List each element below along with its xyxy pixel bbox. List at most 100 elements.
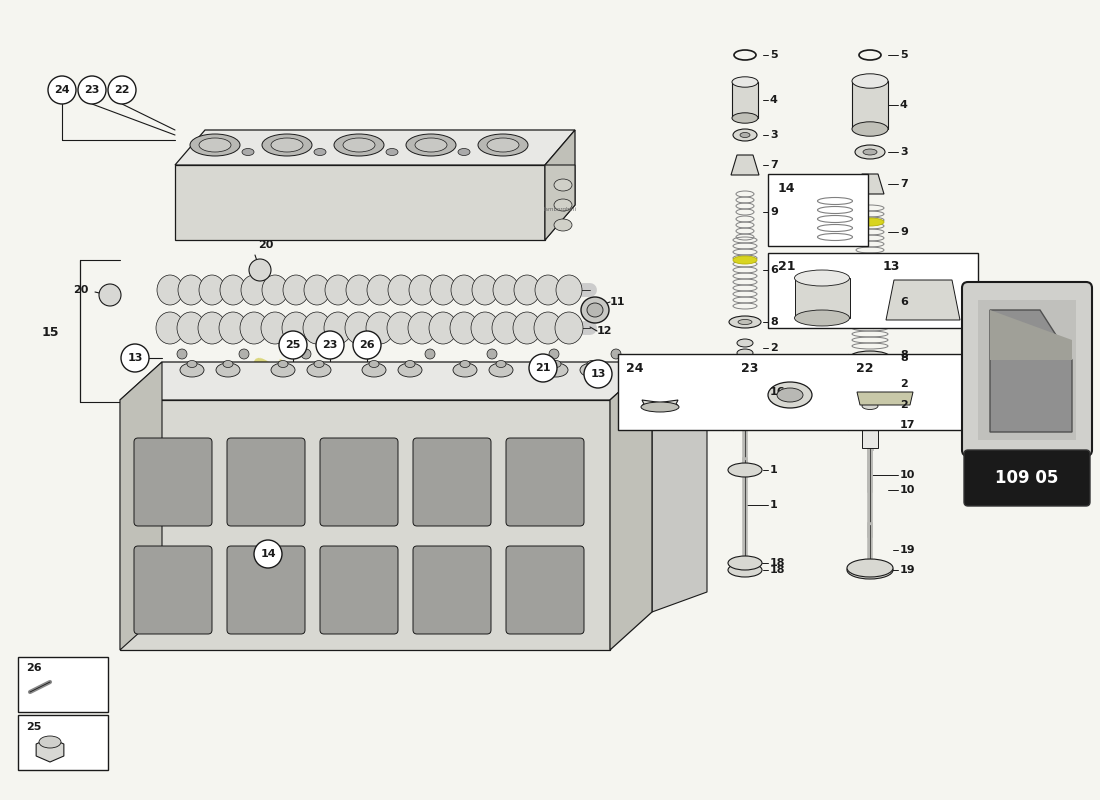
Ellipse shape	[732, 113, 758, 123]
Ellipse shape	[241, 275, 267, 305]
Ellipse shape	[544, 363, 568, 377]
FancyBboxPatch shape	[412, 546, 491, 634]
Ellipse shape	[334, 134, 384, 156]
Text: 8: 8	[770, 317, 778, 327]
Text: lamborghini: lamborghini	[543, 207, 576, 213]
Ellipse shape	[862, 402, 878, 410]
Text: 4: 4	[770, 95, 778, 105]
Text: 2: 2	[770, 343, 778, 353]
Text: 7: 7	[770, 160, 778, 170]
Ellipse shape	[199, 275, 226, 305]
Ellipse shape	[514, 275, 540, 305]
Circle shape	[487, 349, 497, 359]
Ellipse shape	[271, 138, 303, 152]
Text: 10: 10	[900, 485, 915, 495]
Polygon shape	[886, 280, 960, 320]
FancyBboxPatch shape	[320, 546, 398, 634]
Text: 5: 5	[770, 50, 778, 60]
Ellipse shape	[261, 312, 289, 344]
Circle shape	[301, 349, 311, 359]
Text: 10: 10	[900, 470, 915, 480]
Polygon shape	[857, 392, 913, 405]
Ellipse shape	[187, 361, 197, 367]
Ellipse shape	[199, 138, 231, 152]
Ellipse shape	[451, 275, 477, 305]
Ellipse shape	[556, 275, 582, 305]
Ellipse shape	[535, 275, 561, 305]
Text: since 1985: since 1985	[244, 348, 456, 472]
Bar	[18, 657, 108, 712]
Circle shape	[177, 349, 187, 359]
Circle shape	[353, 331, 381, 359]
Ellipse shape	[271, 363, 295, 377]
Ellipse shape	[490, 363, 513, 377]
Circle shape	[99, 284, 121, 306]
Circle shape	[610, 349, 621, 359]
Ellipse shape	[493, 275, 519, 305]
Ellipse shape	[794, 310, 849, 326]
Ellipse shape	[368, 361, 379, 367]
Ellipse shape	[324, 312, 352, 344]
Ellipse shape	[398, 363, 422, 377]
Ellipse shape	[472, 275, 498, 305]
Ellipse shape	[240, 312, 268, 344]
Text: 109 05: 109 05	[996, 469, 1058, 487]
Text: 19: 19	[900, 565, 915, 575]
Ellipse shape	[862, 385, 878, 393]
Circle shape	[584, 360, 612, 388]
Text: 6: 6	[770, 265, 778, 275]
Polygon shape	[990, 310, 1072, 432]
Ellipse shape	[453, 363, 477, 377]
Ellipse shape	[587, 361, 597, 367]
Ellipse shape	[471, 312, 499, 344]
FancyBboxPatch shape	[134, 546, 212, 634]
Ellipse shape	[262, 134, 312, 156]
Ellipse shape	[513, 312, 541, 344]
Ellipse shape	[534, 312, 562, 344]
FancyBboxPatch shape	[134, 438, 212, 526]
Ellipse shape	[460, 361, 470, 367]
Ellipse shape	[386, 149, 398, 155]
Ellipse shape	[314, 361, 324, 367]
Ellipse shape	[387, 312, 415, 344]
Ellipse shape	[314, 149, 326, 155]
Text: 8: 8	[900, 353, 908, 363]
FancyBboxPatch shape	[227, 438, 305, 526]
Text: 22: 22	[856, 362, 873, 374]
Polygon shape	[120, 400, 611, 650]
FancyBboxPatch shape	[506, 546, 584, 634]
Ellipse shape	[862, 375, 878, 383]
Text: 5: 5	[900, 50, 908, 60]
Ellipse shape	[728, 556, 762, 570]
Text: 18: 18	[770, 558, 785, 568]
Ellipse shape	[487, 138, 519, 152]
Ellipse shape	[478, 134, 528, 156]
Ellipse shape	[366, 312, 394, 344]
FancyBboxPatch shape	[320, 438, 398, 526]
Text: 14: 14	[778, 182, 795, 194]
Ellipse shape	[405, 361, 415, 367]
Ellipse shape	[732, 77, 758, 87]
Ellipse shape	[738, 319, 752, 325]
Ellipse shape	[198, 312, 226, 344]
Ellipse shape	[180, 363, 204, 377]
Text: 24: 24	[626, 362, 644, 374]
Ellipse shape	[178, 275, 204, 305]
Text: 21: 21	[778, 259, 795, 273]
Ellipse shape	[852, 288, 888, 296]
Ellipse shape	[408, 312, 436, 344]
Ellipse shape	[242, 149, 254, 155]
Ellipse shape	[450, 312, 478, 344]
Ellipse shape	[307, 363, 331, 377]
Ellipse shape	[847, 561, 893, 579]
Bar	[618, 354, 962, 430]
Ellipse shape	[777, 388, 803, 402]
Ellipse shape	[492, 312, 520, 344]
Polygon shape	[732, 155, 759, 175]
Ellipse shape	[409, 275, 434, 305]
Ellipse shape	[346, 275, 372, 305]
Ellipse shape	[415, 138, 447, 152]
Ellipse shape	[554, 219, 572, 231]
Text: a passion for
parts since 1985: a passion for parts since 1985	[199, 438, 461, 602]
Text: 12: 12	[597, 326, 613, 336]
